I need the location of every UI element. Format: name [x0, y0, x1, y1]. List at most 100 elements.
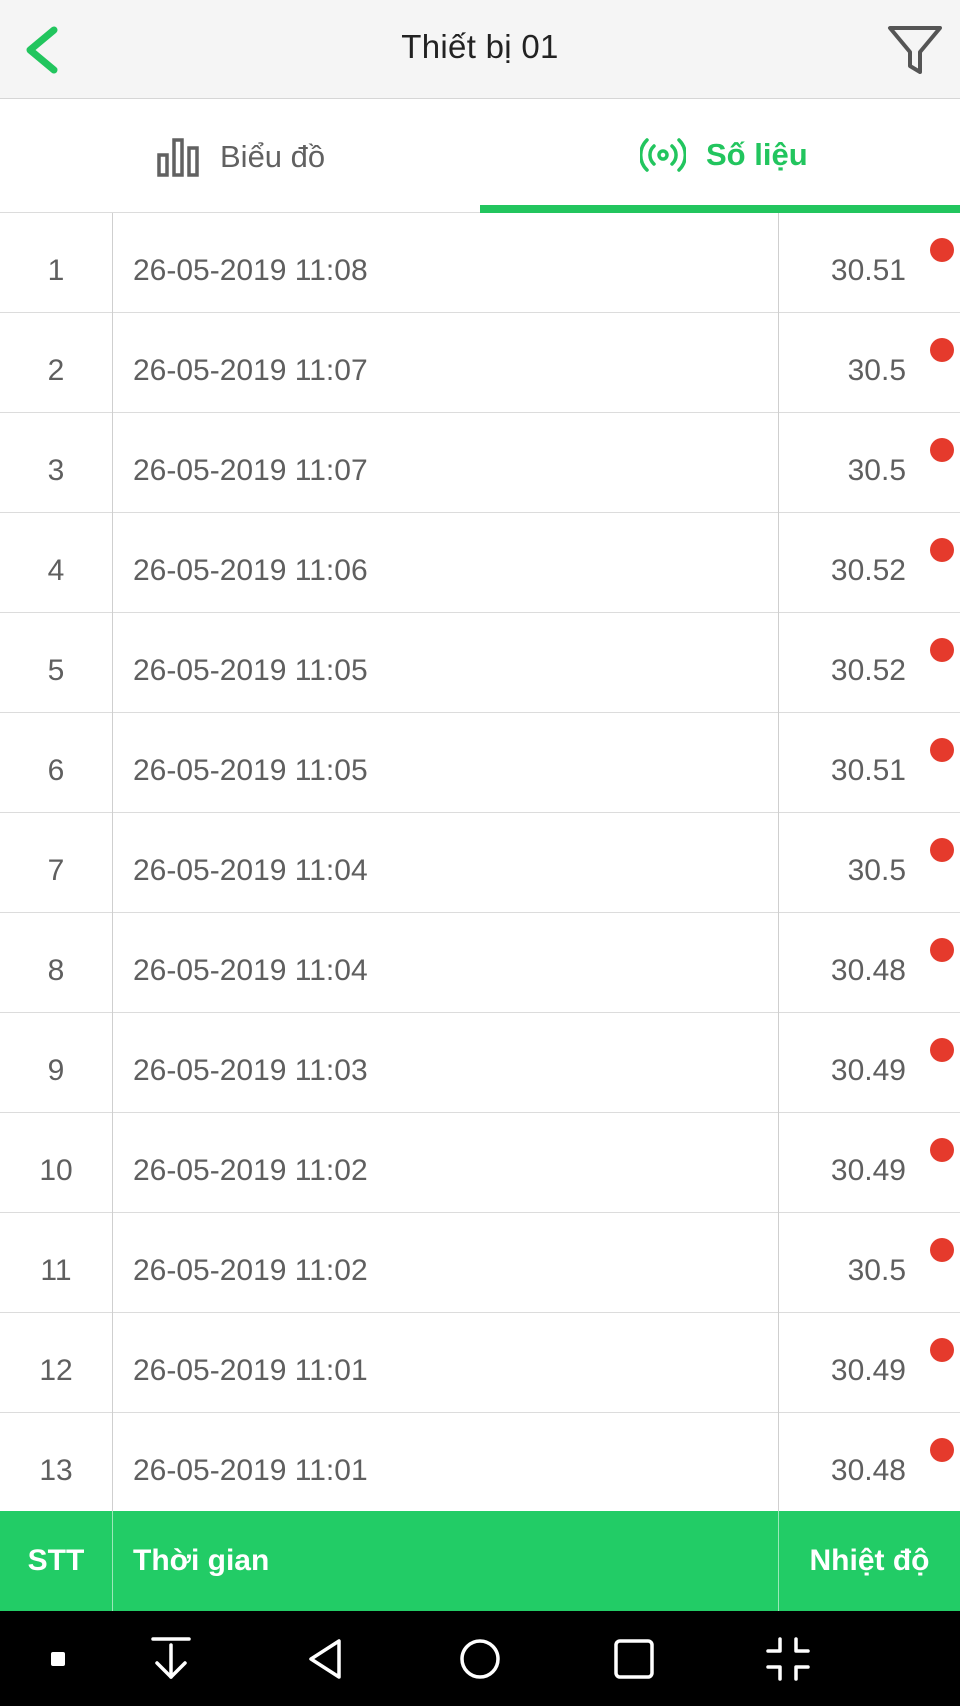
status-dot-icon	[930, 738, 954, 762]
table-row[interactable]: 1 26-05-2019 11:08 30.51	[0, 213, 960, 313]
data-table[interactable]: 1 26-05-2019 11:08 30.51 2 26-05-2019 11:07 3…	[0, 213, 960, 1511]
status-dot-icon	[930, 1338, 954, 1362]
column-header-time[interactable]: Thời gian	[133, 1544, 270, 1577]
table-row[interactable]: 10 26-05-2019 11:02 30.49	[0, 1113, 960, 1213]
row-temperature-cell: 30.49	[778, 1113, 960, 1213]
page-title: Thiết bị 01	[401, 28, 559, 65]
status-dot-icon	[930, 1238, 954, 1262]
row-temperature: 30.5	[847, 854, 906, 887]
row-temperature: 30.5	[847, 454, 906, 487]
row-index: 1	[0, 213, 113, 313]
row-time: 26-05-2019 11:02	[133, 1254, 368, 1287]
row-index: 3	[0, 413, 113, 513]
tab-bar: Biểu đồ Số liệu	[0, 99, 960, 213]
row-temperature-cell: 30.48	[778, 1413, 960, 1511]
row-index: 8	[0, 913, 113, 1013]
row-temperature: 30.5	[847, 354, 906, 387]
table-row[interactable]: 8 26-05-2019 11:04 30.48	[0, 913, 960, 1013]
filter-button[interactable]	[884, 20, 946, 80]
tab-chart-label: Biểu đồ	[220, 139, 326, 174]
table-row[interactable]: 3 26-05-2019 11:07 30.5	[0, 413, 960, 513]
app-header: Thiết bị 01	[0, 0, 960, 99]
table-row[interactable]: 4 26-05-2019 11:06 30.52	[0, 513, 960, 613]
filter-icon	[888, 26, 942, 74]
collapse-icon	[766, 1636, 810, 1681]
back-button[interactable]	[14, 18, 74, 82]
system-nav-bar	[0, 1611, 960, 1706]
row-index: 2	[0, 313, 113, 413]
status-dot-icon	[930, 938, 954, 962]
row-temperature: 30.52	[830, 654, 906, 687]
dot-icon	[51, 1651, 65, 1666]
row-temperature: 30.5	[847, 1254, 906, 1287]
row-time: 26-05-2019 11:01	[133, 1354, 368, 1387]
row-time: 26-05-2019 11:05	[133, 654, 368, 687]
row-temperature-cell: 30.5	[778, 1213, 960, 1313]
column-header-temperature[interactable]: Nhiệt độ	[778, 1511, 960, 1611]
table-header: STT Thời gian Nhiệt độ	[0, 1511, 960, 1611]
row-time: 26-05-2019 11:06	[133, 554, 368, 587]
row-time: 26-05-2019 11:03	[133, 1054, 368, 1087]
table-row[interactable]: 7 26-05-2019 11:04 30.5	[0, 813, 960, 913]
back-triangle-icon	[309, 1638, 341, 1679]
table-row[interactable]: 9 26-05-2019 11:03 30.49	[0, 1013, 960, 1113]
table-row[interactable]: 11 26-05-2019 11:02 30.5	[0, 1213, 960, 1313]
row-temperature-cell: 30.48	[778, 913, 960, 1013]
row-temperature: 30.51	[830, 254, 906, 287]
row-temperature-cell: 30.5	[778, 313, 960, 413]
broadcast-icon	[640, 138, 686, 172]
status-dot-icon	[930, 1438, 954, 1462]
active-tab-indicator	[480, 205, 960, 213]
table-row[interactable]: 12 26-05-2019 11:01 30.49	[0, 1313, 960, 1413]
row-time: 26-05-2019 11:04	[133, 954, 368, 987]
row-temperature-cell: 30.5	[778, 813, 960, 913]
nav-collapse-button[interactable]	[738, 1611, 838, 1706]
nav-download-button[interactable]	[121, 1611, 221, 1706]
row-temperature-cell: 30.51	[778, 713, 960, 813]
table-row[interactable]: 6 26-05-2019 11:05 30.51	[0, 713, 960, 813]
row-temperature-cell: 30.51	[778, 213, 960, 313]
row-index: 11	[0, 1213, 113, 1313]
row-index: 6	[0, 713, 113, 813]
row-time: 26-05-2019 11:04	[133, 854, 368, 887]
row-temperature: 30.49	[830, 1054, 906, 1087]
row-index: 9	[0, 1013, 113, 1113]
row-time: 26-05-2019 11:07	[133, 454, 368, 487]
tab-data-label: Số liệu	[706, 137, 808, 172]
row-time: 26-05-2019 11:05	[133, 754, 368, 787]
row-temperature: 30.49	[830, 1154, 906, 1187]
row-index: 12	[0, 1313, 113, 1413]
row-temperature: 30.48	[830, 1454, 906, 1487]
row-temperature-cell: 30.52	[778, 513, 960, 613]
row-time: 26-05-2019 11:07	[133, 354, 368, 387]
column-header-stt[interactable]: STT	[0, 1511, 113, 1611]
nav-home-button[interactable]	[430, 1611, 530, 1706]
status-dot-icon	[930, 438, 954, 462]
row-index: 13	[0, 1413, 113, 1511]
bar-chart-icon	[157, 138, 199, 177]
nav-recents-button[interactable]	[584, 1611, 684, 1706]
status-dot-icon	[930, 838, 954, 862]
status-dot-icon	[930, 238, 954, 262]
row-temperature-cell: 30.5	[778, 413, 960, 513]
row-index: 10	[0, 1113, 113, 1213]
table-row[interactable]: 13 26-05-2019 11:01 30.48	[0, 1413, 960, 1511]
status-dot-icon	[930, 538, 954, 562]
tab-chart[interactable]: Biểu đồ	[0, 99, 480, 213]
table-row[interactable]: 5 26-05-2019 11:05 30.52	[0, 613, 960, 713]
status-dot-icon	[930, 1138, 954, 1162]
row-temperature-cell: 30.49	[778, 1013, 960, 1113]
row-temperature: 30.51	[830, 754, 906, 787]
tab-data[interactable]: Số liệu	[480, 99, 960, 213]
row-index: 4	[0, 513, 113, 613]
nav-back-button[interactable]	[275, 1611, 375, 1706]
row-time: 26-05-2019 11:08	[133, 254, 368, 287]
row-index: 7	[0, 813, 113, 913]
status-dot-icon	[930, 1038, 954, 1062]
table-row[interactable]: 2 26-05-2019 11:07 30.5	[0, 313, 960, 413]
row-temperature: 30.52	[830, 554, 906, 587]
status-dot-icon	[930, 338, 954, 362]
chevron-left-icon	[26, 26, 58, 74]
nav-dot-button[interactable]	[8, 1611, 108, 1706]
download-icon	[151, 1636, 191, 1679]
